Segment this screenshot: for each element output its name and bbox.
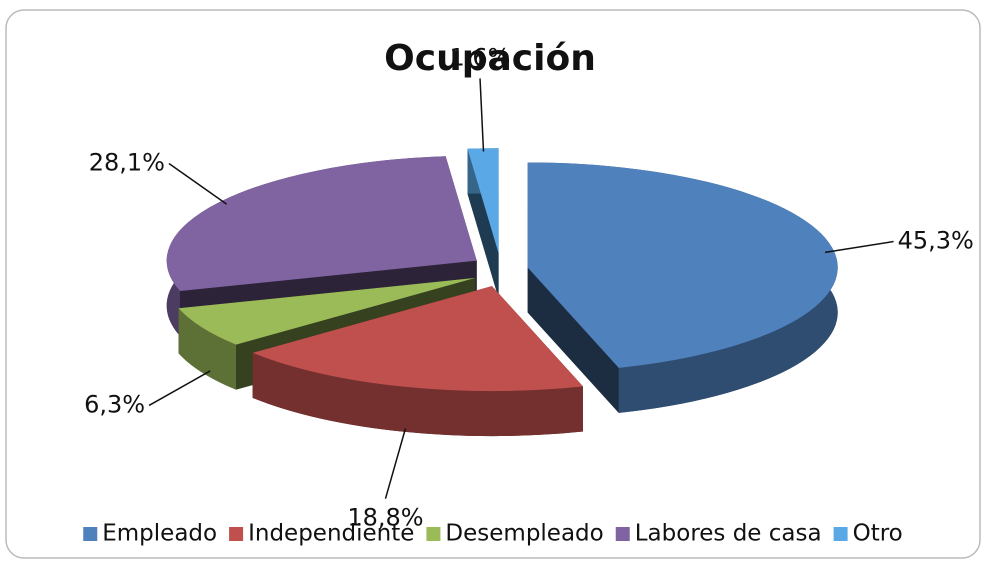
data-label: 6,3% xyxy=(84,390,145,418)
leader-line xyxy=(384,428,407,499)
legend-swatch xyxy=(833,527,848,541)
legend-swatch xyxy=(229,527,244,541)
slice-edge xyxy=(527,267,619,413)
slice-top xyxy=(252,286,584,392)
leader-line xyxy=(824,240,894,254)
slice-side xyxy=(178,308,237,390)
legend-label: Desempleado xyxy=(445,521,603,547)
data-label: 1,6% xyxy=(450,43,511,71)
leader-line xyxy=(168,162,228,205)
legend-label: Otro xyxy=(853,521,903,547)
chart-title: Ocupación xyxy=(384,38,596,79)
data-label: 45,3% xyxy=(898,227,974,255)
legend: Empleado Independiente Desempleado Labores … xyxy=(83,521,903,547)
legend-label: Independiente xyxy=(248,521,414,547)
slice-top xyxy=(527,162,838,368)
slice-top xyxy=(166,156,477,292)
slice xyxy=(527,162,838,413)
slice xyxy=(467,148,499,299)
leader-line xyxy=(479,78,485,152)
chart-frame xyxy=(5,9,981,559)
slice-side xyxy=(252,352,584,437)
legend-swatch xyxy=(426,527,441,541)
legend-label: Empleado xyxy=(102,521,217,547)
data-label: 18,8% xyxy=(347,504,423,532)
legend-swatch xyxy=(83,527,98,541)
legend-label: Labores de casa xyxy=(635,521,822,547)
slice xyxy=(252,286,584,437)
legend-swatch xyxy=(615,527,630,541)
data-label: 28,1% xyxy=(89,149,165,177)
slice-top xyxy=(467,148,499,254)
slice-top xyxy=(178,277,476,345)
leader-line xyxy=(148,370,211,407)
